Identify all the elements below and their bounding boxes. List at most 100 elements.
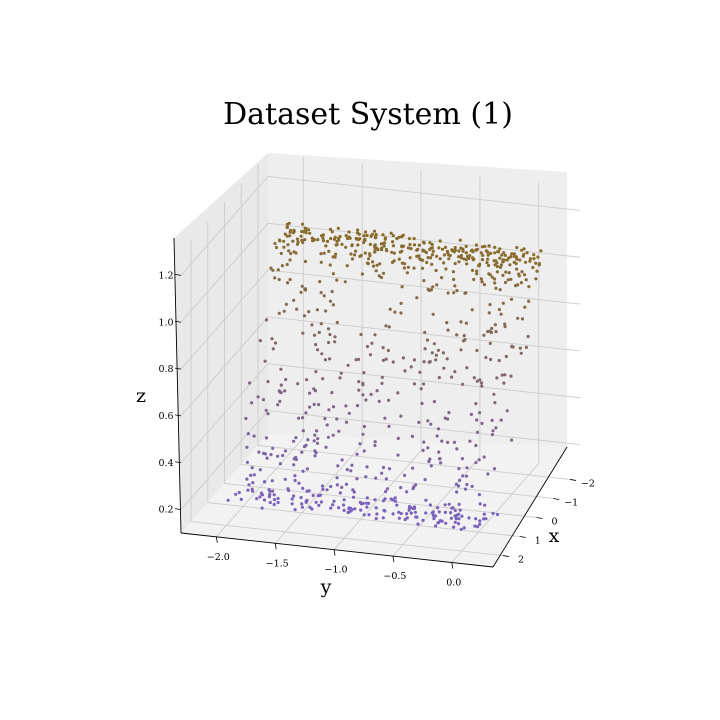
data-point bbox=[484, 517, 488, 521]
data-point bbox=[431, 312, 435, 316]
data-point bbox=[509, 277, 513, 281]
data-point bbox=[304, 411, 308, 415]
data-point bbox=[335, 239, 339, 243]
data-point bbox=[264, 318, 269, 322]
data-point bbox=[283, 449, 288, 453]
data-point bbox=[350, 257, 355, 261]
data-point bbox=[470, 308, 474, 312]
data-point bbox=[462, 334, 466, 338]
data-point bbox=[347, 235, 351, 239]
data-point bbox=[478, 411, 482, 415]
data-point bbox=[384, 490, 388, 494]
data-point bbox=[479, 251, 483, 255]
data-point bbox=[453, 370, 457, 374]
data-point bbox=[341, 503, 346, 507]
data-point bbox=[277, 277, 281, 282]
data-point bbox=[367, 257, 371, 261]
data-point bbox=[306, 438, 310, 442]
data-point bbox=[520, 317, 525, 321]
data-point bbox=[359, 332, 363, 337]
data-point bbox=[395, 503, 399, 507]
data-point bbox=[299, 234, 303, 238]
data-point bbox=[417, 254, 421, 258]
data-point bbox=[329, 506, 333, 510]
data-point bbox=[297, 481, 301, 485]
data-point bbox=[377, 399, 381, 403]
data-point bbox=[330, 230, 334, 234]
data-point bbox=[450, 506, 454, 510]
data-point bbox=[468, 439, 472, 443]
data-point bbox=[449, 516, 453, 520]
data-point bbox=[312, 439, 316, 443]
data-point bbox=[371, 264, 376, 268]
y-grid-line bbox=[274, 163, 363, 544]
data-point bbox=[356, 243, 360, 247]
data-point bbox=[346, 363, 350, 367]
data-point bbox=[434, 358, 438, 362]
data-point bbox=[271, 268, 275, 272]
data-point bbox=[284, 377, 288, 382]
data-point bbox=[461, 382, 465, 386]
data-point bbox=[302, 230, 306, 234]
data-point bbox=[497, 358, 501, 363]
data-point bbox=[418, 370, 422, 374]
data-point bbox=[423, 347, 427, 351]
data-point bbox=[246, 488, 250, 492]
data-point bbox=[399, 486, 403, 490]
x-axis-label: x bbox=[549, 525, 560, 547]
data-point bbox=[292, 298, 296, 302]
data-point bbox=[427, 459, 431, 464]
data-point bbox=[447, 257, 451, 261]
data-point bbox=[449, 510, 453, 515]
x-tick-label: −1 bbox=[564, 497, 578, 508]
data-point bbox=[422, 279, 426, 283]
data-point bbox=[512, 252, 517, 256]
data-point bbox=[426, 446, 430, 450]
data-point bbox=[409, 511, 413, 515]
data-point bbox=[495, 512, 500, 517]
data-point bbox=[411, 487, 415, 491]
data-point bbox=[308, 405, 312, 409]
data-point bbox=[365, 496, 369, 500]
data-point bbox=[532, 253, 536, 257]
data-point bbox=[337, 506, 341, 510]
data-point bbox=[477, 493, 481, 497]
data-point bbox=[535, 269, 539, 273]
data-point bbox=[337, 236, 341, 241]
data-point bbox=[502, 381, 506, 385]
data-point bbox=[357, 380, 361, 384]
data-point bbox=[291, 231, 295, 235]
data-point bbox=[498, 288, 502, 292]
data-point bbox=[332, 237, 336, 241]
data-point bbox=[430, 511, 434, 515]
y-axis-label: y bbox=[320, 576, 332, 598]
y-tick-label: −2.0 bbox=[207, 552, 230, 563]
z-axis-line bbox=[173, 237, 182, 534]
data-point bbox=[362, 424, 366, 429]
data-point bbox=[328, 227, 333, 231]
data-point bbox=[503, 325, 507, 329]
data-point bbox=[324, 309, 328, 313]
data-point bbox=[469, 412, 473, 416]
data-point bbox=[399, 414, 403, 418]
data-point bbox=[467, 516, 471, 520]
data-point bbox=[278, 399, 282, 403]
data-point bbox=[486, 257, 490, 261]
data-point bbox=[399, 311, 403, 315]
data-point bbox=[308, 391, 312, 395]
data-point bbox=[353, 253, 357, 257]
data-point bbox=[499, 263, 503, 267]
data-point bbox=[282, 245, 286, 249]
data-point bbox=[403, 517, 407, 522]
data-point bbox=[442, 261, 446, 265]
data-point bbox=[367, 513, 371, 517]
data-point bbox=[354, 237, 359, 241]
data-point bbox=[497, 250, 501, 254]
data-point bbox=[340, 242, 344, 246]
data-point bbox=[459, 253, 463, 258]
data-point bbox=[382, 241, 386, 245]
data-point bbox=[478, 519, 482, 523]
data-point bbox=[482, 283, 486, 287]
data-point bbox=[362, 513, 366, 517]
data-point bbox=[428, 241, 432, 245]
